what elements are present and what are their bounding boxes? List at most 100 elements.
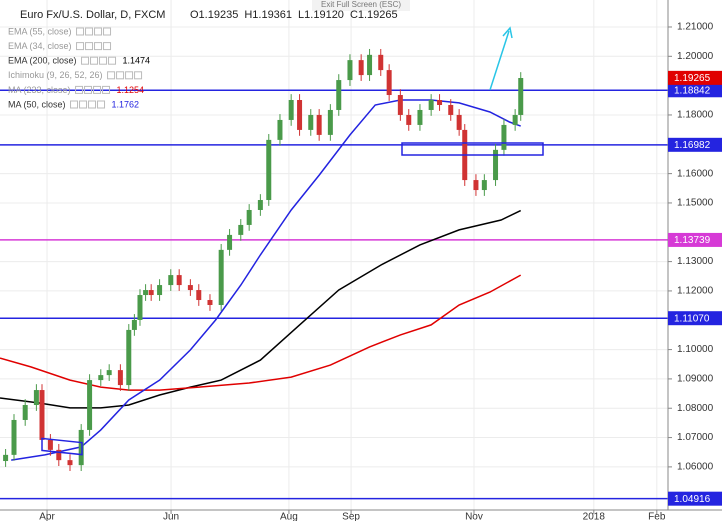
candle-body xyxy=(336,80,342,110)
x-tick-label: Feb xyxy=(648,512,666,521)
y-tick-label: 1.08000 xyxy=(677,403,714,414)
candle-body xyxy=(39,390,45,440)
legend-entry[interactable]: MA (50, close) xyxy=(8,99,66,109)
legend-icon[interactable] xyxy=(90,56,99,65)
legend-entry[interactable]: EMA (34, close) xyxy=(8,41,72,51)
legend-icon[interactable] xyxy=(88,100,97,109)
price-tag-label: 1.04916 xyxy=(674,494,711,505)
candle-body xyxy=(168,275,174,286)
legend-icon[interactable] xyxy=(134,71,143,80)
candle-body xyxy=(218,249,224,306)
candle-body xyxy=(437,100,443,105)
legend-icon[interactable] xyxy=(81,56,90,65)
grid xyxy=(0,0,668,510)
legend-icon[interactable] xyxy=(85,27,94,36)
arrow-head xyxy=(502,26,513,39)
quote-value: C1.19265 xyxy=(350,9,398,21)
indicator-line xyxy=(0,209,522,409)
axes: 1.21000 1.20000 1.18000 1.16000 1.15000 1.130… xyxy=(39,22,722,521)
legend-value: 1.1474 xyxy=(123,56,151,66)
candle-body xyxy=(56,449,62,461)
y-tick-label: 1.15000 xyxy=(677,198,714,209)
candle-body xyxy=(316,114,322,135)
legend-icon[interactable] xyxy=(85,42,94,51)
legend-icon[interactable] xyxy=(84,85,93,94)
legend-icon[interactable] xyxy=(107,71,116,80)
candle-body xyxy=(448,104,454,115)
quote-value: O1.19235 xyxy=(190,9,238,21)
candle-body xyxy=(47,439,53,450)
candle-body xyxy=(481,180,487,191)
candle-body xyxy=(417,109,423,125)
candle-body xyxy=(33,390,39,406)
legend-icon[interactable] xyxy=(70,100,79,109)
y-tick-label: 1.18000 xyxy=(677,110,714,121)
legend-icon[interactable] xyxy=(94,42,103,51)
price-tag-label: 1.13739 xyxy=(674,235,711,246)
candle-body xyxy=(106,370,112,376)
candle-body xyxy=(327,109,333,135)
legend-icon[interactable] xyxy=(103,27,112,36)
x-tick-label: Jun xyxy=(163,512,179,521)
legend-icon[interactable] xyxy=(99,56,108,65)
legend-entry[interactable]: Ichimoku (9, 26, 52, 26) xyxy=(8,70,103,80)
levels xyxy=(0,89,668,500)
legend-icon[interactable] xyxy=(108,56,117,65)
indicator-lines xyxy=(0,99,522,461)
candle-body xyxy=(386,70,392,96)
y-tick-label: 1.06000 xyxy=(677,462,714,473)
candle-body xyxy=(157,285,163,296)
legend-icon[interactable] xyxy=(76,42,85,51)
legend: EMA (55, close) EMA (34, close) EMA (200, … xyxy=(8,9,398,109)
candle-body xyxy=(277,119,283,140)
candle-body xyxy=(148,290,154,296)
legend-icon[interactable] xyxy=(102,85,111,94)
legend-icon[interactable] xyxy=(94,27,103,36)
price-tag xyxy=(668,311,722,326)
candle-body xyxy=(358,60,364,76)
legend-icon[interactable] xyxy=(125,71,134,80)
candle-body xyxy=(207,300,213,306)
candle-body xyxy=(456,114,462,130)
candle-body xyxy=(131,319,137,330)
indicator-line xyxy=(11,99,521,461)
legend-value: 1.1254 xyxy=(117,85,145,95)
legend-icon[interactable] xyxy=(93,85,102,94)
range-box xyxy=(401,142,544,156)
candle-body xyxy=(143,290,149,296)
legend-icon[interactable] xyxy=(97,100,106,109)
legend-entry[interactable]: EMA (55, close) xyxy=(8,26,72,36)
legend-icon[interactable] xyxy=(76,27,85,36)
price-tag xyxy=(668,232,722,247)
indicator-line xyxy=(0,274,522,391)
y-tick-label: 1.21000 xyxy=(677,22,714,33)
quote-value: L1.19120 xyxy=(298,9,344,21)
y-tick-label: 1.20000 xyxy=(677,51,714,62)
y-tick-label: 1.16000 xyxy=(677,168,714,179)
candle-body xyxy=(78,429,84,466)
legend-icon[interactable] xyxy=(116,71,125,80)
legend-icon[interactable] xyxy=(79,100,88,109)
banner-box xyxy=(312,0,410,11)
candles xyxy=(3,48,524,471)
legend-entry[interactable]: MA (233, close) xyxy=(8,85,71,95)
range-box xyxy=(41,437,83,456)
legend-icon[interactable] xyxy=(75,85,84,94)
candle-body xyxy=(367,54,373,76)
candle-body xyxy=(266,139,272,201)
candle-body xyxy=(378,54,384,71)
banner[interactable]: Exit Full Screen (ESC) xyxy=(321,0,401,9)
candle-body xyxy=(473,180,479,191)
x-tick-label: Apr xyxy=(39,512,55,521)
legend-entry[interactable]: EMA (200, close) xyxy=(8,56,77,66)
candle-body xyxy=(187,285,193,291)
candle-body xyxy=(501,124,507,150)
price-tag xyxy=(668,137,722,152)
legend-icon[interactable] xyxy=(103,42,112,51)
candle-body xyxy=(518,78,524,115)
y-tick-label: 1.07000 xyxy=(677,432,714,443)
candle-body xyxy=(87,380,93,430)
x-tick-label: 2018 xyxy=(583,512,606,521)
